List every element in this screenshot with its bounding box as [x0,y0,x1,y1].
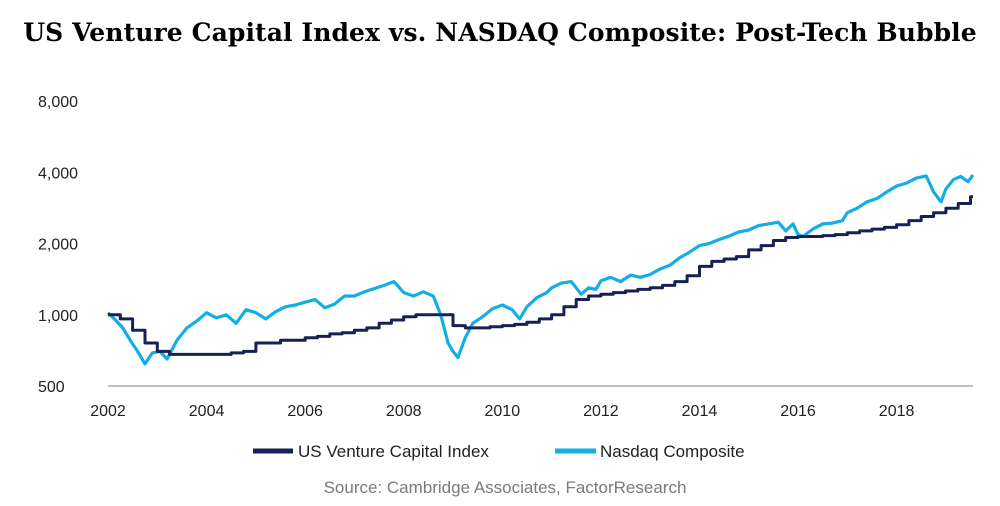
y-tick-label: 500 [38,379,65,396]
chart-title: US Venture Capital Index vs. NASDAQ Comp… [23,18,977,47]
series-line-vc [108,195,973,356]
legend: US Venture Capital Index Nasdaq Composit… [253,442,745,461]
x-tick-label: 2008 [386,403,422,420]
y-tick-label: 2,000 [38,237,78,254]
x-tick-labels: 2002 2004 2006 2008 2010 2012 2014 2016 2018 [90,403,914,420]
y-tick-label: 8,000 [38,94,78,111]
legend-label-nasdaq: Nasdaq Composite [600,442,745,461]
series-group [106,173,975,366]
series-line-nasdaq [106,173,975,366]
x-tick-label: 2004 [189,403,225,420]
x-tick-label: 2002 [90,403,126,420]
y-tick-label: 1,000 [38,308,78,325]
x-tick-label: 2012 [583,403,619,420]
y-tick-labels: 500 1,000 2,000 4,000 8,000 [38,94,78,396]
legend-label-vc: US Venture Capital Index [298,442,489,461]
x-tick-label: 2010 [485,403,521,420]
x-tick-label: 2014 [682,403,718,420]
x-tick-label: 2006 [287,403,323,420]
source-note: Source: Cambridge Associates, FactorRese… [323,478,687,497]
x-tick-label: 2018 [879,403,915,420]
x-tick-label: 2016 [780,403,816,420]
y-tick-label: 4,000 [38,165,78,182]
